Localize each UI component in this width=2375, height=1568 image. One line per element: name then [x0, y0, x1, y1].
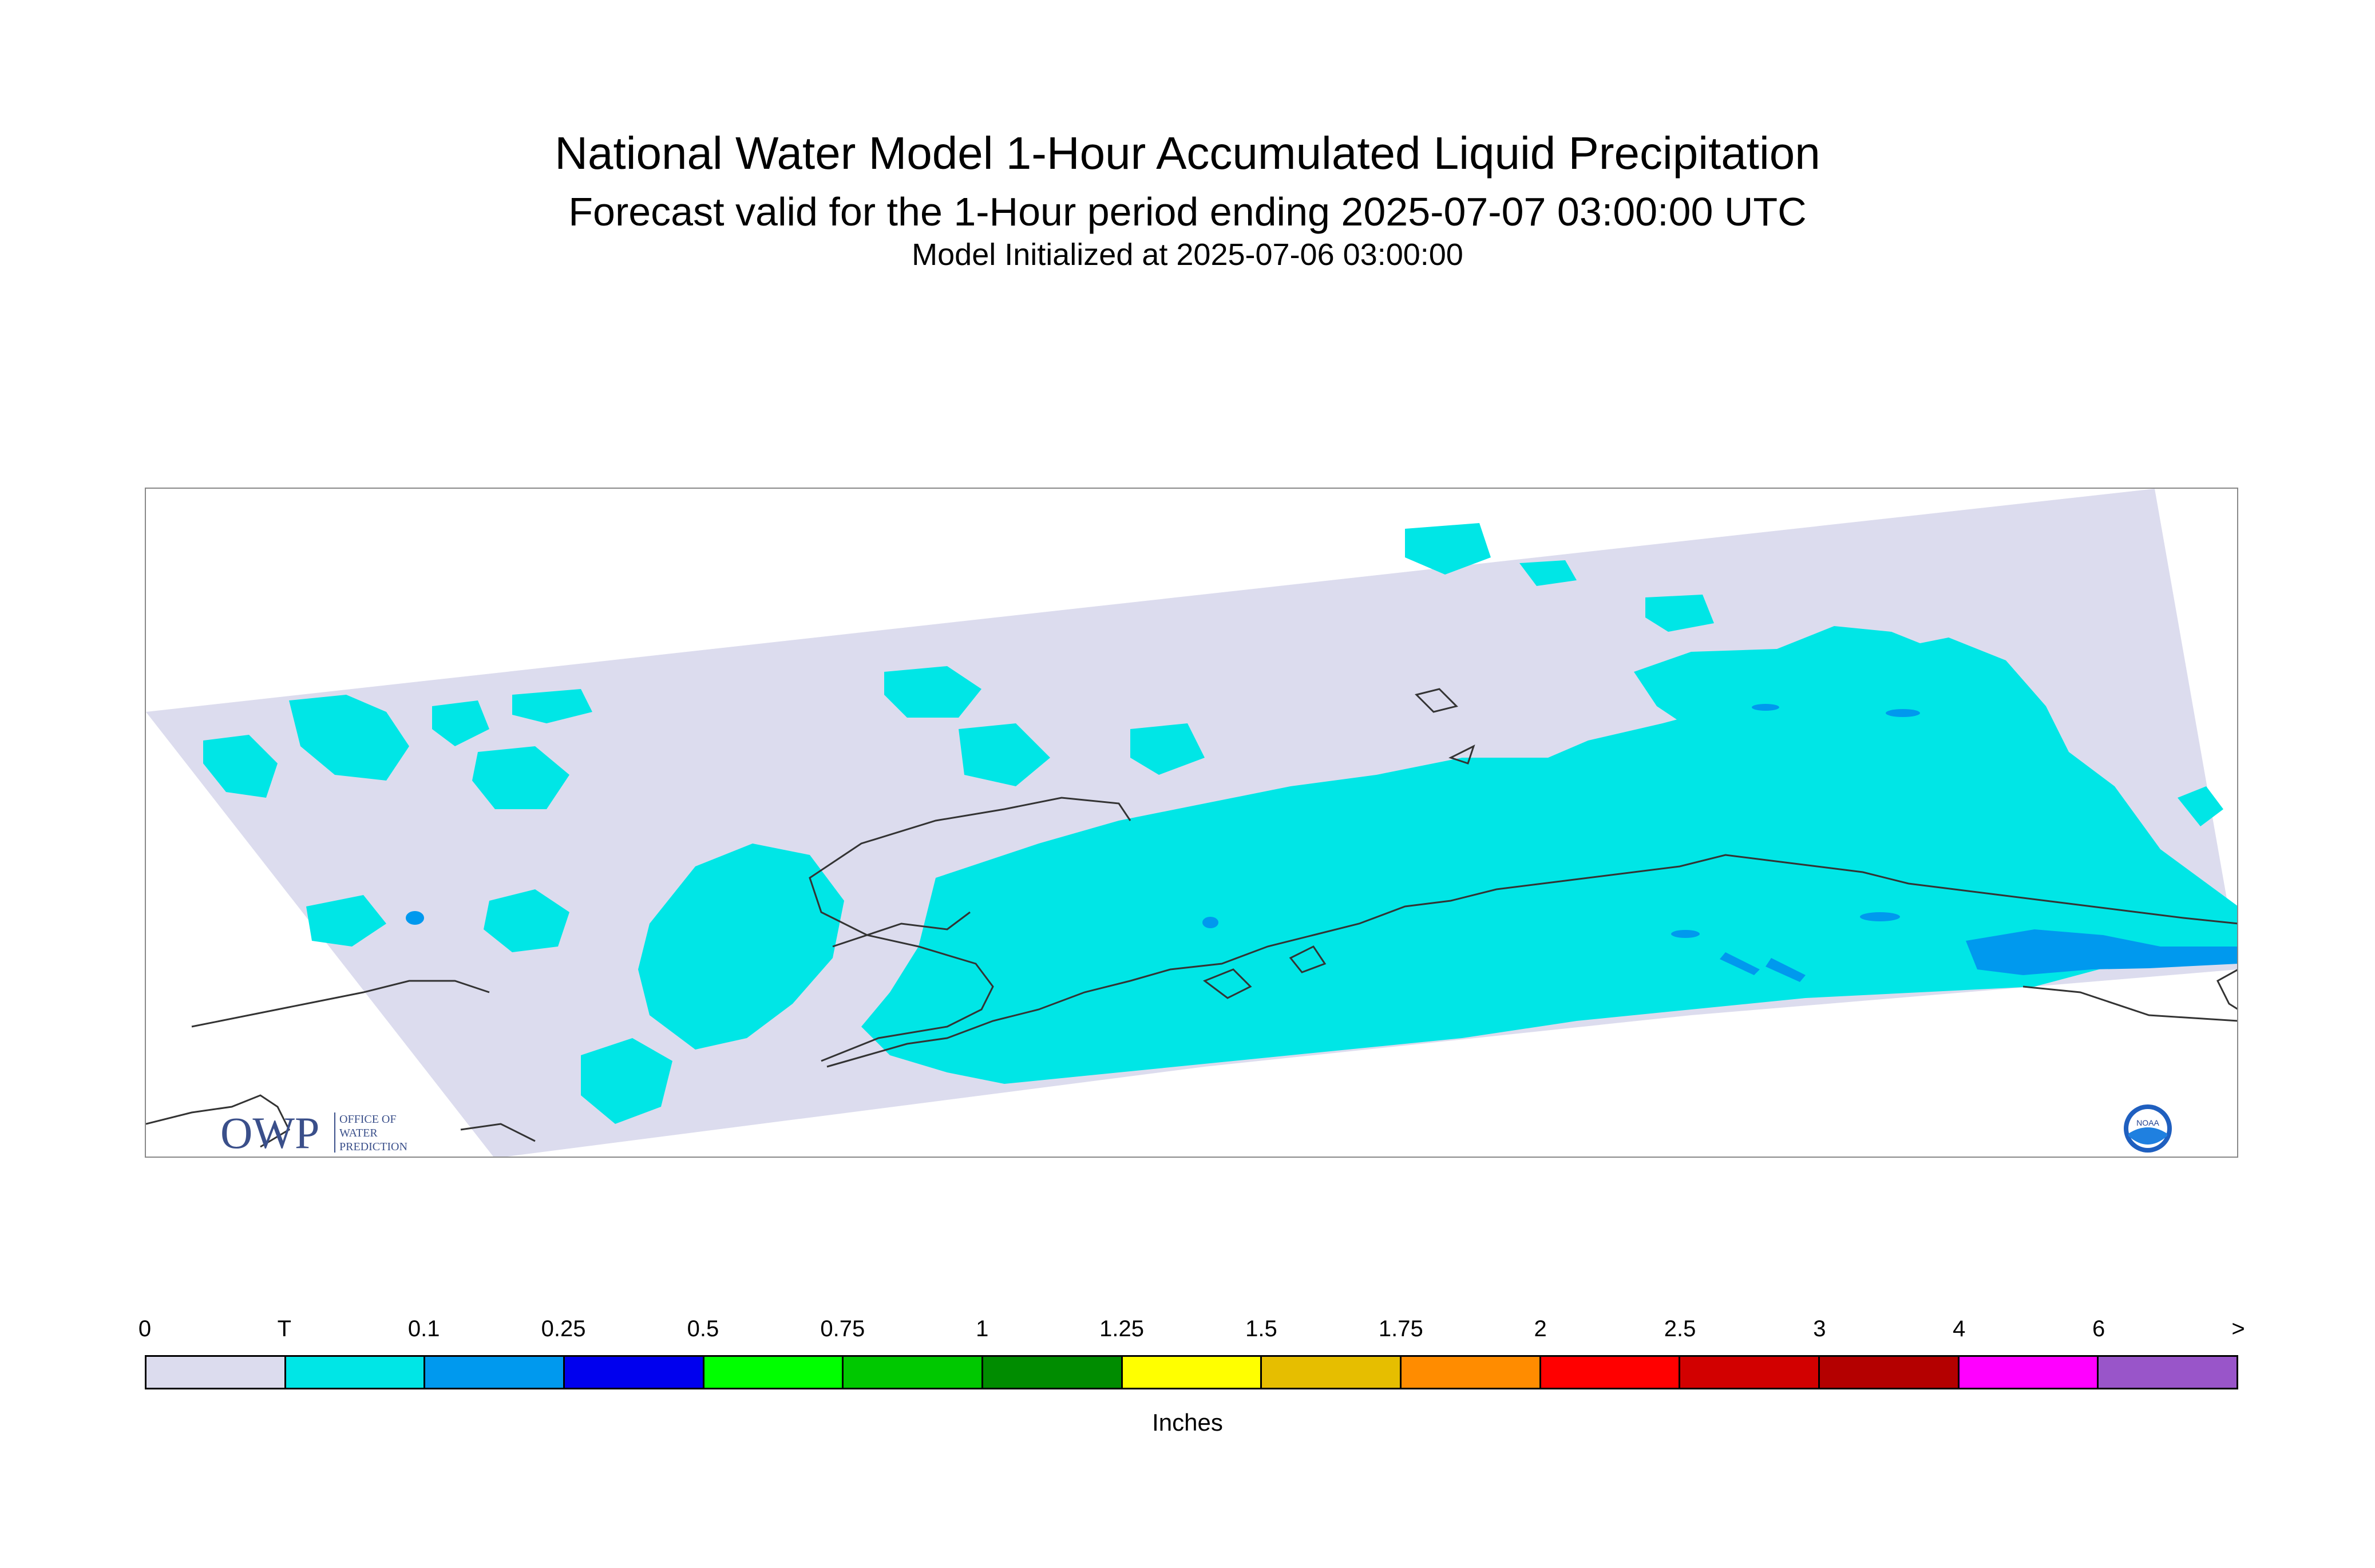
owp-logo-text: OWP	[220, 1108, 319, 1158]
legend-swatch	[704, 1357, 844, 1388]
precip-area-light-strip-1	[1720, 952, 1760, 975]
legend-tick-label: 0.75	[820, 1316, 865, 1341]
precip-area-n-small-2	[884, 666, 981, 718]
noaa-logo-text: NOAA	[2136, 1118, 2159, 1127]
legend-tick-label: 0.1	[407, 1316, 440, 1341]
precip-area-west-lower	[581, 1038, 672, 1124]
legend-tick-label: 0.5	[687, 1316, 719, 1341]
map-subtitle: Forecast valid for the 1-Hour period end…	[568, 189, 1807, 234]
precip-area-n-small-7	[1519, 560, 1577, 586]
legend-swatch	[286, 1357, 426, 1388]
legend-tick-label: T	[277, 1316, 292, 1341]
legend-swatch	[844, 1357, 984, 1388]
noaa-logo: NOAA	[2124, 1104, 2172, 1153]
coastline-island-4	[1289, 945, 1327, 973]
legend-tick-label: 6	[2092, 1316, 2105, 1341]
precip-area-northwest	[289, 695, 409, 781]
legend-swatch	[1262, 1357, 1402, 1388]
legend-swatch	[1959, 1357, 2099, 1388]
legend-swatch	[1680, 1357, 1820, 1388]
coastline-west-peninsula	[809, 797, 1131, 1062]
coastline-island-3	[1202, 968, 1252, 999]
coastline-island-2	[1448, 745, 1475, 765]
precip-area-light-spot-3	[1202, 917, 1218, 928]
legend-swatch	[565, 1357, 704, 1388]
precip-area-light-strip-2	[1766, 958, 1806, 982]
coastline-small-sw	[460, 1123, 536, 1142]
legend-tick-label: >	[2231, 1316, 2245, 1341]
precip-area-light-spot-6	[1752, 704, 1779, 711]
legend-tick-label: 0.25	[541, 1316, 586, 1341]
legend-tick-label: 1.25	[1099, 1316, 1144, 1341]
legend-swatch	[1122, 1357, 1262, 1388]
precip-area-n-small-6	[1645, 595, 1714, 632]
owp-line-1: OFFICE OF	[339, 1113, 396, 1126]
legend-tick-label: 3	[1813, 1316, 1826, 1341]
precip-area-n-small-3	[959, 723, 1050, 786]
precip-area-light-spot-4	[406, 911, 424, 925]
legend-tick-label: 2	[1534, 1316, 1547, 1341]
precip-area-west-mid	[484, 889, 569, 952]
coastline-east-edge	[2216, 969, 2237, 1010]
legend-swatch	[1541, 1357, 1681, 1388]
precip-area-light-spot-5	[1886, 709, 1920, 717]
legend-tick-label: 1.75	[1378, 1316, 1423, 1341]
precip-area-light-east	[1966, 929, 2237, 975]
coastline-far-west	[191, 980, 490, 1028]
legend-swatch	[425, 1357, 565, 1388]
precip-area-west-central	[638, 844, 844, 1050]
trace-precip-areas	[203, 523, 2237, 1124]
precip-area-sw-small	[306, 895, 386, 947]
precip-area-northeast	[1634, 626, 1977, 786]
coastline-south	[826, 854, 2237, 1068]
model-initialized-text: Model Initialized at 2025-07-06 03:00:00	[912, 237, 1463, 272]
precipitation-map: OWP OFFICE OF WATER PREDICTION NOAA	[145, 488, 2238, 1158]
legend-units: Inches	[1152, 1409, 1223, 1436]
coastline-southwest	[146, 1094, 290, 1148]
coastline-east-spit	[2022, 985, 2237, 1022]
legend-tick-label: 0	[138, 1316, 152, 1341]
legend-tick-label: 1	[976, 1316, 989, 1341]
legend-swatch	[1820, 1357, 1960, 1388]
precip-area-n-small-1	[512, 689, 592, 723]
coastlines	[146, 688, 2237, 1148]
precip-area-nw-small-3	[472, 746, 569, 809]
precip-area-light-spot-1	[1860, 912, 1900, 921]
precip-area-nw-small-1	[203, 735, 278, 798]
coastline-island-1	[1415, 688, 1458, 713]
legend-tick-label: 1.5	[1245, 1316, 1277, 1341]
legend-swatch	[147, 1357, 286, 1388]
precip-area-n-small-4	[1130, 723, 1205, 775]
light-precip-areas	[406, 704, 2237, 982]
precip-area-far-east	[2178, 786, 2223, 826]
owp-line-3: PREDICTION	[339, 1141, 407, 1153]
owp-line-2: WATER	[339, 1127, 378, 1139]
legend-swatch	[983, 1357, 1123, 1388]
precip-area-light-spot-2	[1671, 930, 1700, 938]
legend-colorbar	[145, 1355, 2238, 1389]
map-canvas	[146, 489, 2237, 1157]
coastline-inner-bay	[832, 911, 971, 948]
map-title: National Water Model 1-Hour Accumulated …	[555, 128, 1820, 179]
legend-tick-label: 2.5	[1664, 1316, 1696, 1341]
precip-area-n-small-5	[1405, 523, 1491, 575]
owp-logo: OWP OFFICE OF WATER PREDICTION	[220, 1108, 407, 1158]
precip-area-nw-small-2	[432, 700, 489, 746]
legend-tick-label: 4	[1953, 1316, 1966, 1341]
legend-swatch	[2099, 1357, 2237, 1388]
legend-swatch	[1402, 1357, 1541, 1388]
